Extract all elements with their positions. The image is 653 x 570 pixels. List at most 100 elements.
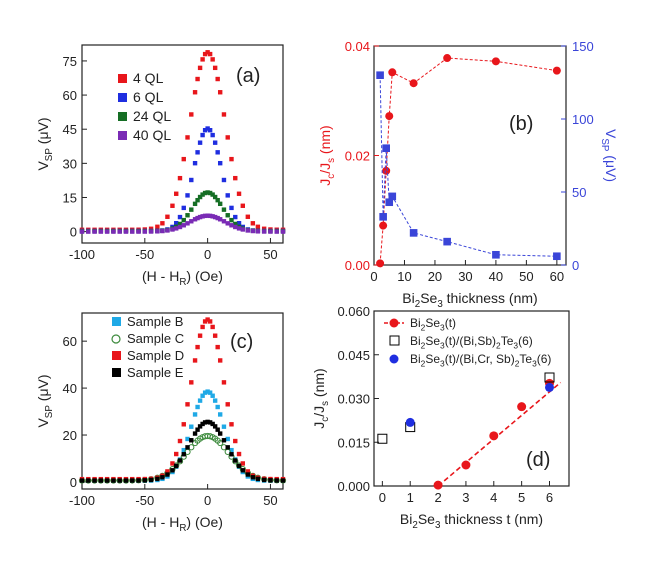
- x-tick-label: 30: [458, 269, 472, 284]
- y-axis-label: Jc/Js (nm): [311, 368, 331, 428]
- data-point: [200, 214, 205, 219]
- label-part: (nm): [311, 368, 327, 401]
- legend-marker: [389, 318, 399, 328]
- data-point-bi2se3: [433, 480, 443, 490]
- label-part: ) (Oe): [186, 268, 223, 284]
- subscript: 3: [532, 359, 537, 369]
- legend-marker: [112, 368, 121, 377]
- data-point: [192, 358, 198, 363]
- data-point: [205, 213, 210, 218]
- data-point: [221, 219, 227, 224]
- data-point: [189, 112, 194, 117]
- data-point: [205, 50, 210, 55]
- label-part: Se: [425, 352, 440, 366]
- data-point: [92, 478, 97, 483]
- data-point: [174, 451, 179, 457]
- data-point: [217, 217, 223, 222]
- label-part: thickness t (nm): [440, 511, 543, 527]
- data-point: [229, 156, 234, 162]
- data-point: [192, 90, 198, 95]
- data-point: [177, 214, 183, 220]
- data-point: [148, 477, 154, 483]
- data-point-jc: [388, 68, 397, 77]
- data-point: [233, 224, 238, 230]
- data-point: [245, 469, 251, 474]
- data-point: [104, 229, 110, 234]
- data-point: [221, 112, 227, 117]
- data-point: [210, 57, 215, 62]
- data-point: [207, 128, 213, 133]
- x-tick-label: 50: [263, 493, 277, 508]
- y-tick-label: 0.045: [337, 348, 370, 363]
- data-point: [142, 229, 148, 234]
- data-point: [202, 319, 208, 324]
- data-point: [210, 132, 215, 138]
- data-point: [177, 224, 183, 230]
- data-point: [233, 438, 238, 444]
- data-point: [170, 461, 175, 466]
- data-point: [185, 193, 190, 198]
- data-point: [225, 402, 230, 407]
- data-point: [250, 221, 256, 226]
- data-point: [225, 135, 230, 140]
- data-point: [170, 468, 175, 473]
- legend-label: Bi2Se3(t)/(Bi,Sb)2Te3(6): [410, 334, 533, 351]
- data-point: [197, 214, 203, 220]
- data-point: [236, 463, 242, 469]
- x-tick-label: -100: [69, 493, 95, 508]
- subscript: SP: [599, 138, 610, 152]
- data-point: [200, 421, 205, 427]
- data-point: [92, 229, 97, 234]
- data-point: [177, 221, 183, 227]
- data-point: [192, 217, 198, 222]
- x-tick-label: 0: [204, 247, 211, 262]
- data-point: [217, 201, 223, 207]
- data-point: [233, 175, 238, 181]
- data-point: [165, 214, 170, 219]
- panel-c: -100 -50 0 50 0 20 40 60 (H - HR) (Oe) VSP (μV) Sa…: [35, 312, 287, 534]
- y-tick-label: 0.030: [337, 392, 370, 407]
- data-point: [240, 203, 245, 208]
- data-point: [170, 227, 175, 232]
- x-tick-label: -50: [135, 247, 154, 262]
- y-tick-label: 0: [70, 475, 77, 490]
- label-part: ) (Oe): [186, 514, 223, 530]
- data-point: [79, 478, 85, 483]
- data-point-vsp: [409, 229, 418, 237]
- panel-a: -100 -50 0 50 0 15 30 45 60 75 (H - HR) (Oe) VSP (μ…: [35, 44, 286, 288]
- data-point: [189, 219, 194, 224]
- data-point: [197, 333, 203, 338]
- legend-label: 40 QL: [133, 127, 171, 143]
- data-point: [207, 51, 213, 57]
- x-tick-label: 3: [462, 490, 469, 505]
- data-point: [215, 76, 220, 82]
- data-point-vsp: [376, 71, 384, 79]
- data-point: [215, 150, 220, 155]
- data-point: [195, 197, 200, 203]
- label-part: (μV): [603, 151, 619, 182]
- data-point: [111, 229, 116, 234]
- x-tick-label: 5: [518, 490, 525, 505]
- data-point: [212, 424, 218, 429]
- data-point: [217, 160, 223, 166]
- data-point: [200, 132, 205, 138]
- data-point: [181, 205, 186, 211]
- data-point: [202, 190, 208, 196]
- legend-label: 6 QL: [133, 89, 164, 105]
- subscript: 2: [421, 341, 426, 351]
- y-tick-label: 0: [70, 225, 77, 240]
- label-part: J: [311, 422, 327, 429]
- data-point: [250, 228, 256, 234]
- data-point: [177, 175, 183, 181]
- x-tick-label: 0: [370, 269, 377, 284]
- y-axis-label: VSP (μV): [35, 374, 55, 427]
- x-tick-label: 4: [490, 490, 497, 505]
- label-part: V: [603, 129, 619, 139]
- y-tick-label-left: 0.00: [345, 258, 370, 273]
- data-point: [202, 51, 208, 57]
- data-point: [207, 390, 213, 395]
- data-point: [195, 344, 200, 350]
- data-point: [212, 140, 218, 145]
- y-axis-label: VSP (μV): [35, 117, 55, 170]
- legend-label: Sample C: [127, 331, 184, 346]
